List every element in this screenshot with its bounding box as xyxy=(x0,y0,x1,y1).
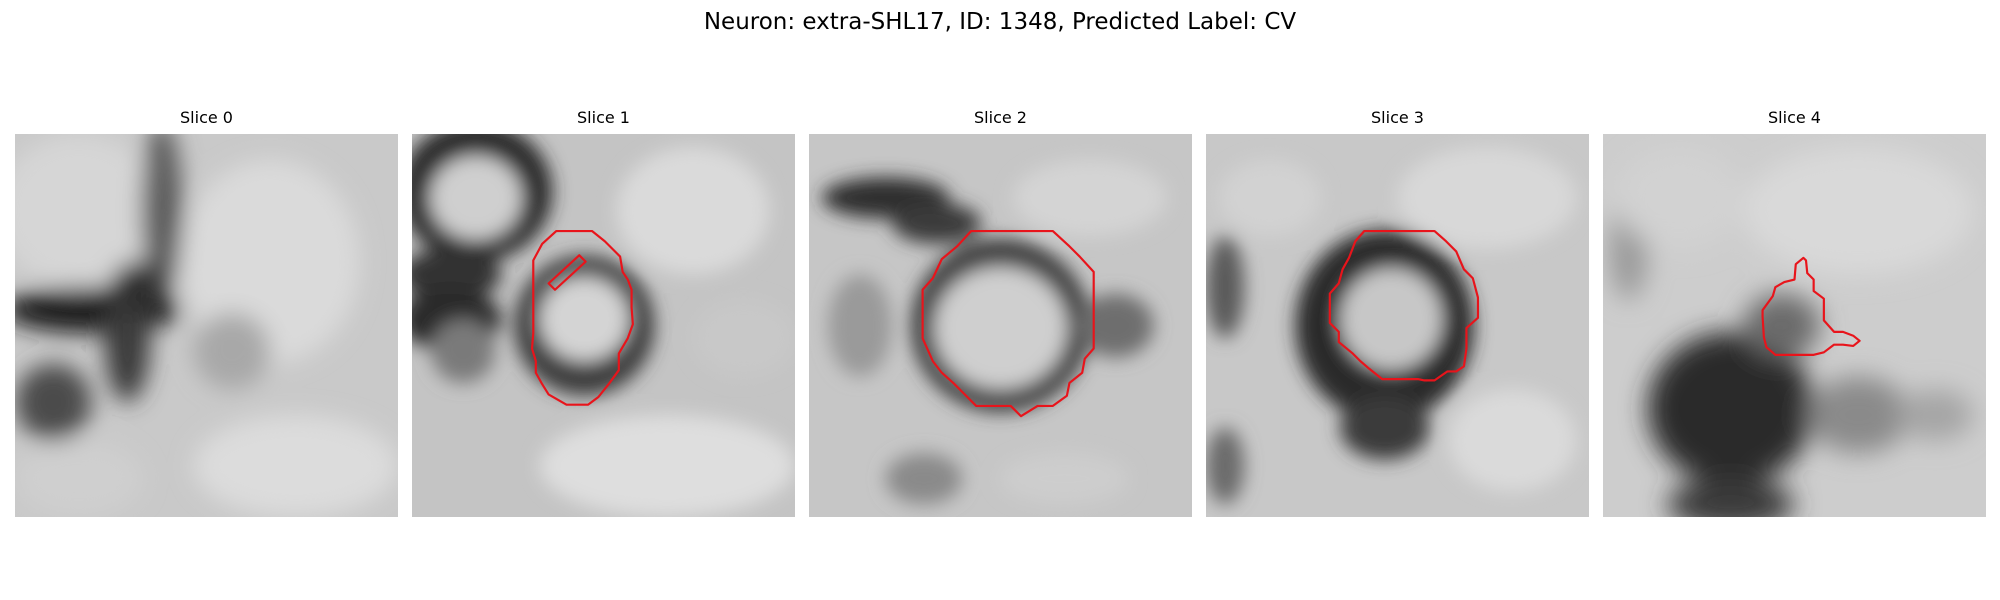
slice-title: Slice 4 xyxy=(1768,108,1821,127)
em-image-slice-2 xyxy=(809,134,1192,517)
slice-panel-2: Slice 2 xyxy=(809,106,1192,520)
em-image-slice-1 xyxy=(412,134,795,517)
slice-panel-1: Slice 1 xyxy=(412,106,795,520)
em-image-slice-4 xyxy=(1603,134,1986,517)
slice-panel-3: Slice 3 xyxy=(1206,106,1589,520)
slice-title: Slice 0 xyxy=(180,108,233,127)
slice-title: Slice 3 xyxy=(1371,108,1424,127)
em-image-slice-0 xyxy=(15,134,398,517)
slice-panel-4: Slice 4 xyxy=(1603,106,1986,520)
slice-title: Slice 2 xyxy=(974,108,1027,127)
figure-title: Neuron: extra-SHL17, ID: 1348, Predicted… xyxy=(703,9,1297,35)
slice-panel-0: Slice 0 xyxy=(15,106,398,520)
em-image-slice-3 xyxy=(1206,134,1589,517)
slice-title: Slice 1 xyxy=(577,108,630,127)
